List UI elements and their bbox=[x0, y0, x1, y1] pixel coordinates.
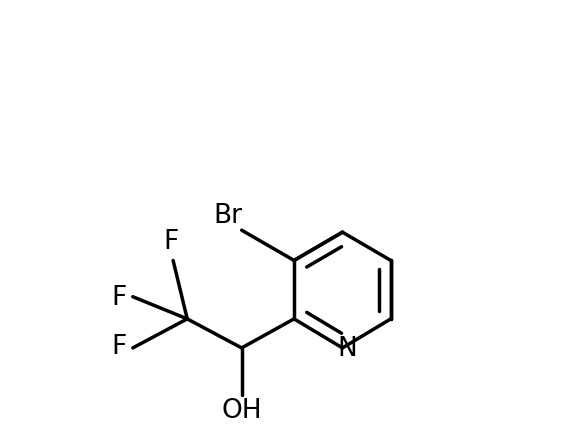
Text: F: F bbox=[164, 229, 178, 255]
Text: F: F bbox=[112, 333, 127, 359]
Text: F: F bbox=[112, 284, 127, 310]
Text: N: N bbox=[337, 335, 357, 361]
Text: Br: Br bbox=[213, 202, 242, 228]
Text: OH: OH bbox=[221, 397, 262, 423]
